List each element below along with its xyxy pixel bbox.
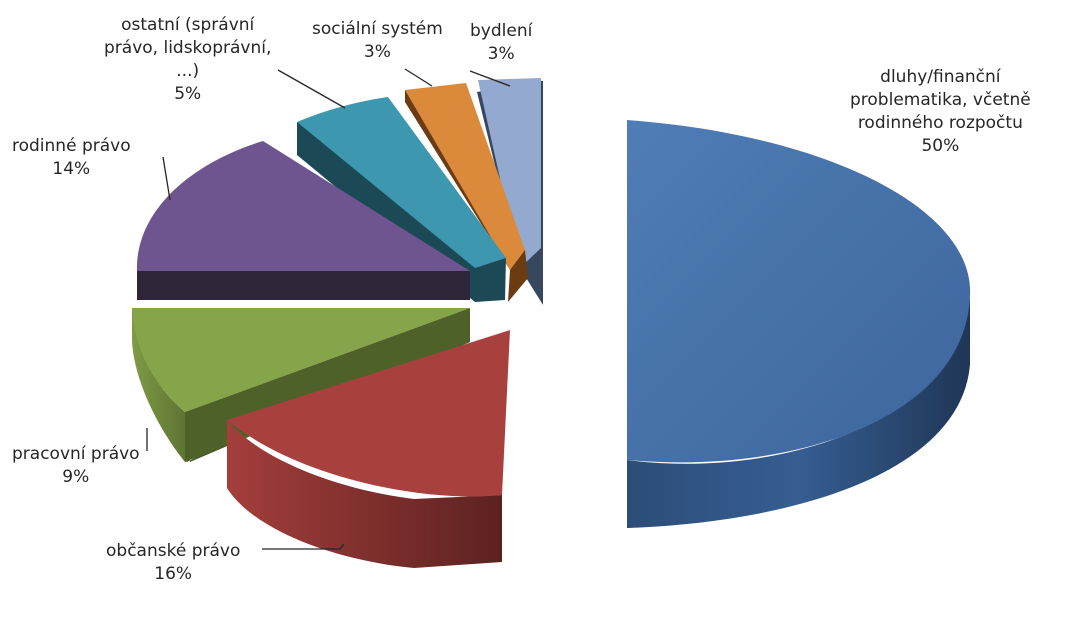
label-obcanske-pravo: občanské právo 16% <box>106 541 241 584</box>
slice-bydleni <box>477 78 543 305</box>
leader-line-obcanske <box>262 543 345 550</box>
label-bydleni: bydlení 3% <box>470 21 533 64</box>
slice-dluhy-side <box>627 296 970 528</box>
label-rodinne-pravo: rodinné právo 14% <box>12 136 131 179</box>
slice-obcanske-pravo-top <box>227 330 510 497</box>
leader-line-rodinne <box>162 156 171 201</box>
label-obcanske-pravo-value: 16% <box>154 564 193 584</box>
label-dluhy: dluhy/finanční problematika, včetně rodi… <box>850 67 1031 156</box>
label-pracovni-pravo-value: 9% <box>62 467 90 487</box>
leader-lines <box>146 68 511 550</box>
label-dluhy-value: 50% <box>921 136 960 156</box>
label-bydleni-value: 3% <box>487 44 515 64</box>
slice-dluhy-top <box>627 120 971 463</box>
slice-rodinne-pravo-top <box>136 141 470 271</box>
slice-obcanske-pravo-side <box>227 420 502 568</box>
label-socialni-system-value: 3% <box>363 42 391 62</box>
label-pracovni-pravo: pracovní právo 9% <box>12 444 140 487</box>
slice-obcanske-pravo <box>227 330 510 568</box>
slice-rodinne-pravo-side <box>137 271 470 300</box>
slice-dluhy <box>627 120 971 528</box>
label-socialni-system: sociální systém 3% <box>312 19 443 62</box>
slice-ostatni-top <box>297 97 506 268</box>
slice-rodinne-pravo <box>136 141 470 300</box>
slice-bydleni-top <box>478 78 541 268</box>
leader-line-socialni <box>404 68 433 87</box>
label-ostatni-value: 5% <box>174 84 202 104</box>
slice-ostatni <box>297 97 506 302</box>
slice-ostatni-side <box>297 122 506 302</box>
leader-line-bydleni <box>469 70 511 87</box>
slice-pracovni-pravo-top <box>132 308 470 412</box>
slice-pracovni-pravo-front <box>132 308 185 462</box>
label-ostatni: ostatní (správní právo, lidskoprávní, ..… <box>104 15 272 104</box>
leader-line-ostatni <box>277 69 346 109</box>
slice-socialni-system-top <box>405 83 525 270</box>
label-rodinne-pravo-value: 14% <box>52 159 91 179</box>
